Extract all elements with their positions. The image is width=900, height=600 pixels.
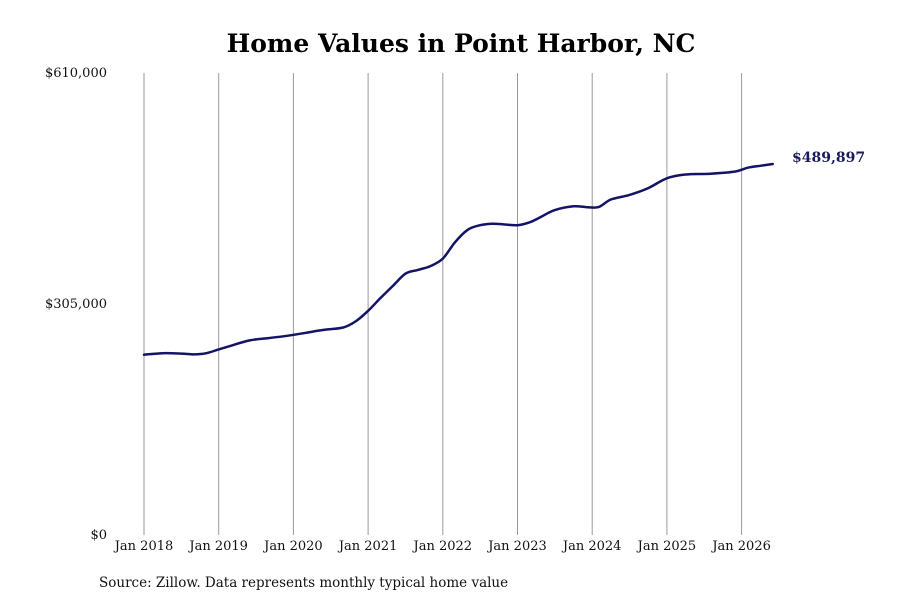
x-axis-ticks: Jan 2018 Jan 2019 Jan 2020 Jan 2021 Jan 2022… [113, 539, 771, 554]
source-note: Source: Zillow. Data represents monthly … [99, 575, 508, 591]
x-tick-label: Jan 2019 [187, 539, 248, 554]
y-tick-label: $610,000 [45, 66, 107, 81]
x-tick-label: Jan 2022 [412, 539, 473, 554]
chart-title: Home Values in Point Harbor, NC [227, 29, 696, 58]
home-value-line [142, 162, 774, 356]
x-tick-label: Jan 2018 [113, 539, 174, 554]
x-tick-label: Jan 2021 [337, 539, 398, 554]
y-tick-label: $0 [90, 528, 107, 543]
latest-value-label: $489,897 [792, 150, 865, 166]
x-tick-label: Jan 2020 [262, 539, 323, 554]
y-tick-label: $305,000 [45, 297, 107, 312]
x-tick-label: Jan 2026 [710, 539, 771, 554]
x-tick-label: Jan 2025 [636, 539, 697, 554]
y-axis-ticks: $0 $305,000 $610,000 [45, 66, 107, 543]
gridlines [143, 73, 743, 535]
x-tick-label: Jan 2023 [486, 539, 547, 554]
x-tick-label: Jan 2024 [561, 539, 622, 554]
